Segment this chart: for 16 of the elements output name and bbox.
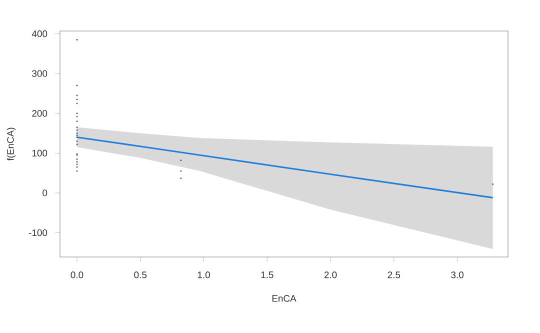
y-tick-label: 0 [42,190,48,196]
y-tick-label: 100 [32,150,48,156]
x-tick-label: 2.0 [324,272,337,278]
y-tick-label: 300 [32,70,48,77]
line-series [76,136,494,199]
x-tick-label: 2.5 [388,272,400,278]
y-tick-label: -100 [28,229,48,236]
x-tick-label: 3.0 [451,272,464,278]
x-tick-label: 0.5 [134,272,147,278]
x-tick-label: 1.0 [198,272,210,278]
y-tick-label: 400 [32,30,48,38]
y-tick-label: 200 [32,110,48,117]
x-tick-label: 0.0 [70,272,84,278]
x-tick-label: 1.5 [261,272,274,278]
x-axis-title: EnCA [272,295,296,302]
y-axis-title: f(EnCA) [6,128,16,161]
